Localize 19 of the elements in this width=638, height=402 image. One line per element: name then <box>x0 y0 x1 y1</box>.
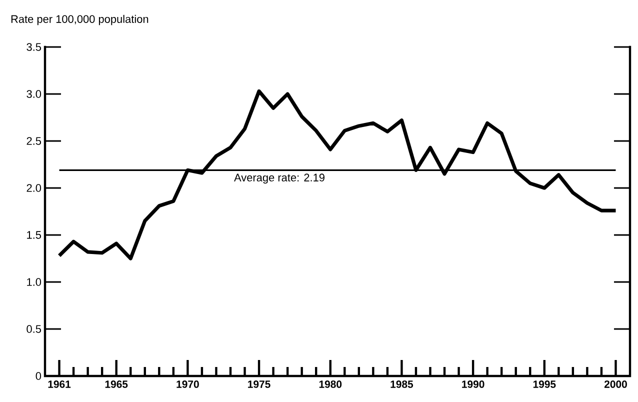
y-axis-title: Rate per 100,000 population <box>11 14 148 26</box>
y-tick-label: 0.5 <box>26 325 42 333</box>
y-tick-label: 3.0 <box>26 90 42 98</box>
y-tick-label: 3.5 <box>26 43 42 51</box>
y-tick-label: 0 <box>36 372 42 380</box>
x-tick-label: 1980 <box>319 380 342 388</box>
x-tick-label: 1961 <box>48 380 71 388</box>
x-tick-label: 1990 <box>462 380 484 388</box>
y-tick-label: 1.0 <box>27 278 42 286</box>
x-tick-label: 1965 <box>105 380 128 388</box>
x-tick-label: 1995 <box>533 380 556 388</box>
x-tick-label: 2000 <box>604 380 627 388</box>
ref-line-label: Average rate: 2.19 <box>234 174 324 184</box>
y-tick-label: 2.0 <box>26 184 42 192</box>
y-tick-label: 1.5 <box>27 231 42 239</box>
x-tick-label: 1970 <box>176 380 199 388</box>
x-tick-label: 1985 <box>390 380 414 388</box>
y-tick-label: 2.5 <box>26 137 42 145</box>
x-tick-label: 1975 <box>248 380 270 388</box>
